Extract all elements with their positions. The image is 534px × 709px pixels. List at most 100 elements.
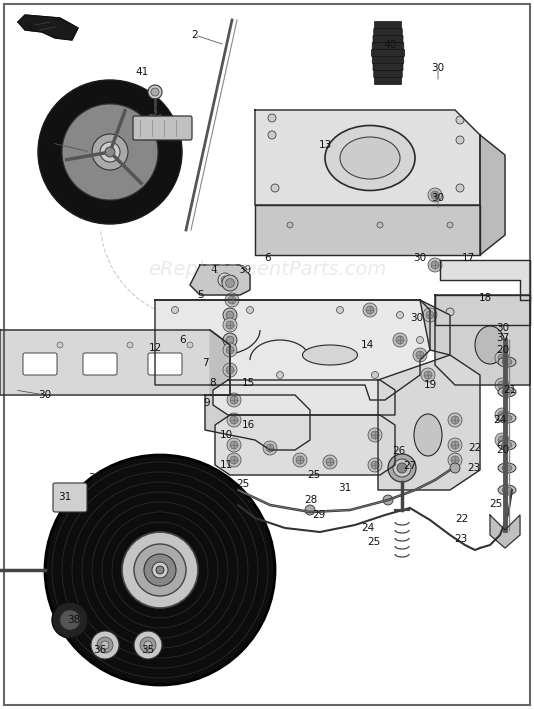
Circle shape	[230, 456, 238, 464]
Text: 21: 21	[504, 385, 516, 395]
Circle shape	[100, 142, 120, 162]
Circle shape	[495, 433, 509, 447]
Circle shape	[366, 306, 374, 314]
FancyBboxPatch shape	[23, 353, 57, 375]
Circle shape	[97, 637, 113, 653]
Circle shape	[450, 463, 460, 473]
Ellipse shape	[340, 137, 400, 179]
FancyBboxPatch shape	[374, 77, 402, 84]
Text: 20: 20	[497, 345, 509, 355]
Ellipse shape	[414, 414, 442, 456]
Text: 5: 5	[197, 290, 203, 300]
Circle shape	[127, 342, 133, 348]
Polygon shape	[205, 395, 310, 450]
Text: 37: 37	[497, 333, 509, 343]
Text: 35: 35	[142, 645, 155, 655]
Text: 31: 31	[339, 483, 351, 493]
Circle shape	[221, 276, 229, 284]
Circle shape	[171, 372, 178, 379]
Ellipse shape	[502, 465, 512, 471]
Circle shape	[498, 411, 506, 419]
Circle shape	[60, 610, 80, 630]
Text: 34: 34	[93, 490, 107, 500]
Circle shape	[424, 371, 432, 379]
Text: 30: 30	[413, 253, 427, 263]
FancyBboxPatch shape	[372, 57, 404, 64]
Circle shape	[495, 408, 509, 422]
Circle shape	[456, 116, 464, 124]
Text: 1: 1	[49, 138, 56, 148]
Circle shape	[495, 351, 509, 365]
Circle shape	[151, 88, 159, 96]
Circle shape	[293, 453, 307, 467]
Circle shape	[226, 311, 234, 319]
Circle shape	[148, 85, 162, 99]
Wedge shape	[38, 80, 182, 224]
Ellipse shape	[498, 485, 516, 495]
Ellipse shape	[498, 387, 516, 397]
Circle shape	[225, 279, 234, 287]
FancyBboxPatch shape	[148, 353, 182, 375]
Circle shape	[230, 441, 238, 449]
Ellipse shape	[502, 389, 512, 395]
FancyBboxPatch shape	[53, 483, 87, 512]
Text: 16: 16	[241, 420, 255, 430]
Circle shape	[52, 602, 88, 638]
Polygon shape	[490, 515, 520, 548]
Circle shape	[223, 333, 237, 347]
FancyBboxPatch shape	[374, 28, 402, 35]
Text: 39: 39	[238, 265, 252, 275]
Text: 17: 17	[461, 253, 475, 263]
Text: 19: 19	[423, 380, 437, 390]
Text: 11: 11	[219, 460, 233, 470]
Ellipse shape	[502, 359, 512, 365]
Circle shape	[448, 413, 462, 427]
Text: 43: 43	[148, 107, 162, 117]
Circle shape	[377, 222, 383, 228]
Text: 32: 32	[231, 562, 245, 572]
Circle shape	[144, 554, 176, 586]
Circle shape	[144, 641, 152, 649]
Circle shape	[227, 453, 241, 467]
Text: 25: 25	[308, 470, 320, 480]
Text: 30: 30	[497, 323, 509, 333]
Circle shape	[105, 147, 115, 157]
Circle shape	[91, 631, 119, 659]
Circle shape	[451, 456, 459, 464]
FancyBboxPatch shape	[374, 70, 402, 77]
FancyBboxPatch shape	[374, 21, 402, 28]
Circle shape	[263, 441, 277, 455]
Circle shape	[423, 308, 437, 322]
Text: 23: 23	[454, 534, 468, 544]
Circle shape	[152, 562, 168, 578]
Circle shape	[45, 455, 275, 685]
FancyBboxPatch shape	[372, 50, 404, 57]
Circle shape	[227, 413, 241, 427]
Circle shape	[416, 351, 424, 359]
Circle shape	[63, 490, 77, 504]
Circle shape	[187, 342, 193, 348]
Circle shape	[140, 637, 156, 653]
Ellipse shape	[325, 125, 415, 191]
Text: 3: 3	[25, 23, 32, 33]
Circle shape	[296, 456, 304, 464]
Circle shape	[58, 485, 82, 509]
Text: 27: 27	[403, 461, 417, 471]
Text: 13: 13	[318, 140, 332, 150]
Circle shape	[305, 505, 315, 515]
Text: 25: 25	[237, 479, 249, 489]
Circle shape	[227, 393, 241, 407]
Circle shape	[57, 342, 63, 348]
Circle shape	[226, 346, 234, 354]
Polygon shape	[255, 205, 480, 255]
Circle shape	[498, 354, 506, 362]
Text: 6: 6	[179, 335, 186, 345]
Circle shape	[247, 306, 254, 313]
Circle shape	[495, 378, 509, 392]
Text: 10: 10	[219, 430, 233, 440]
Circle shape	[218, 273, 232, 287]
Text: eReplacementParts.com: eReplacementParts.com	[148, 260, 386, 279]
Text: 40: 40	[383, 40, 397, 50]
Circle shape	[226, 336, 234, 344]
Circle shape	[228, 296, 236, 304]
